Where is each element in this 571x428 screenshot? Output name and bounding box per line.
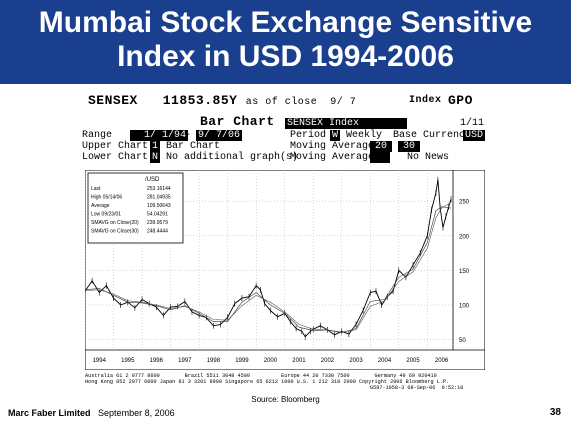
tick-labels: 50 100 150 200 250 1994 1995 1996 1997 1998 1999 20… [93,200,470,364]
y-tick-label: 50 [459,338,466,344]
price: 11853.85Y [162,93,238,108]
range-label: Range [82,130,113,141]
period-label: Period [290,130,327,141]
legend-currency: /USD [145,177,160,183]
x-tick-label: 1999 [235,358,249,364]
legend-row-label: Average [91,203,110,209]
slide-title: Mumbai Stock Exchange Sensitive Index in… [0,6,571,74]
go-label: GPO [448,93,473,108]
index-label: Index [409,95,442,106]
legend-row-value: 248.4444 [147,229,168,235]
security-name-field[interactable]: SENSEX Index [285,118,408,129]
series-line-sma30 [85,202,452,333]
legend-row-label: Low 09/23/01 [91,212,121,218]
page-indicator: 1/11 [460,118,485,129]
legend-row-label: SMAVG on Close(30) [91,229,139,235]
terminal-footer-3: G587-1058-3 08-Sep-06 9:52:10 [370,385,464,391]
legend-row-value: 253.16144 [147,186,171,192]
title-bar [0,0,571,84]
upper-chart-label: Upper Chart: [82,141,155,152]
upper-chart-field[interactable]: 1 Bar Chart [150,141,221,152]
range-end-field[interactable]: 9/ 7/06 [196,130,243,141]
x-tick-label: 2006 [435,358,449,364]
footer-company: Marc Faber Limited [8,408,91,418]
legend-row-label: Last [91,186,101,192]
y-tick-label: 150 [459,269,470,275]
ticker: SENSEX [88,93,138,108]
title-line-1: Mumbai Stock Exchange Sensitive [38,6,533,39]
ma-label-2: Moving Average [290,152,375,163]
x-tick-label: 2002 [321,358,335,364]
sensex-chart: 50 100 150 200 250 1994 1995 1996 1997 1998 1999 20… [85,170,485,370]
x-tick-label: 2001 [292,358,306,364]
as-of: as of close 9/ 7 [245,97,357,108]
source-note: Source: Bloomberg [251,395,320,404]
legend-row-value: 239.9579 [147,220,168,226]
terminal-footer-1: Australia 61 2 9777 8600 Brazil 5511 304… [85,373,437,379]
ma-label: Moving Averages [290,141,381,152]
x-tick-label: 2005 [406,358,420,364]
period-field[interactable]: W Weekly [330,130,383,141]
ma-fields[interactable]: 20 30 [370,141,421,152]
y-tick-label: 200 [459,234,470,240]
base-currency-label: Base Currency: [393,130,478,141]
x-tick-label: 1998 [207,358,221,364]
terminal-footer-2: Hong Kong 852 2977 6000 Japan 81 3 3201 … [85,379,450,385]
no-news: No News [407,152,450,163]
x-tick-label: 1996 [150,358,164,364]
chart-title: Bar Chart [200,114,275,129]
y-tick-label: 250 [459,200,470,206]
x-tick-label: 2003 [349,358,363,364]
legend-box: /USD Last 253.16144 High 05/14/06 281.04935… [87,172,184,244]
base-currency-field[interactable]: USD [463,130,486,141]
series-line-sma20 [85,206,452,334]
title-line-2: Index in USD 1994-2006 [117,40,454,73]
grid [85,170,485,351]
x-tick-label: 2004 [378,358,392,364]
x-tick-label: 1994 [93,358,107,364]
range-start-field[interactable]: 1/ 1/94 [130,130,189,141]
y-tick-label: 100 [459,304,470,310]
legend-row-label: SMAVG on Close(20) [91,220,139,226]
page-number: 38 [549,407,561,418]
x-tick-label: 2000 [264,358,278,364]
x-tick-label: 1997 [178,358,192,364]
lower-chart-label: Lower Chart: [82,152,155,163]
legend-frame [87,172,184,244]
terminal-header: SENSEX 11853.85Y as of close 9/ 7 [88,93,357,108]
legend-rows: Last 253.16144 High 05/14/06 281.04935 Avera… [91,186,171,235]
legend-row-label: High 05/14/06 [91,195,122,201]
legend-row-value: 54.04291 [147,212,168,218]
x-tick-label: 1995 [121,358,135,364]
series-group [85,176,452,340]
footer: Marc Faber Limited September 8, 2006 [8,408,175,418]
footer-date: September 8, 2006 [98,408,175,418]
range-sep: - [185,130,192,141]
legend-row-value: 281.04935 [147,195,171,201]
legend-row-value: 109.50643 [147,203,171,209]
ma-empty-field[interactable] [370,152,391,163]
lower-chart-field[interactable]: N No additional graph(s) [150,152,299,163]
bloomberg-terminal: SENSEX 11853.85Y as of close 9/ 7 Index … [80,92,486,392]
